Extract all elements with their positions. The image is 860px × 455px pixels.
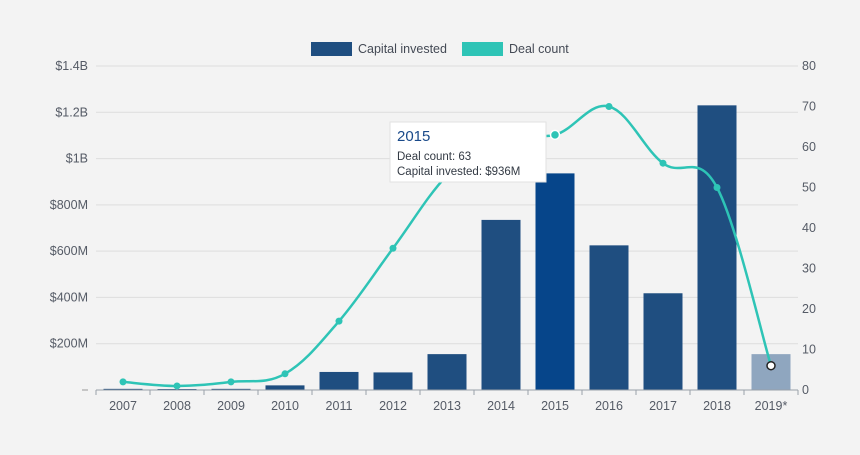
x-axis-tick-label: 2015 — [541, 399, 569, 413]
x-axis-tick-label: 2011 — [326, 399, 353, 413]
bar-2012[interactable] — [373, 372, 413, 390]
bar-2010[interactable] — [265, 385, 305, 390]
x-axis-tick-label: 2019* — [755, 399, 788, 413]
tooltip-line-capital-invested: Capital invested: $936M — [397, 166, 520, 178]
legend-swatch-deal-count — [462, 42, 503, 56]
right-axis: 0 10 20 30 40 50 60 70 80 — [802, 59, 816, 397]
left-axis-tick-label: $200M — [50, 337, 88, 351]
x-axis-tick-label: 2014 — [487, 399, 515, 413]
bar-series — [103, 105, 791, 390]
deal-count-point-2011[interactable] — [335, 317, 343, 325]
deal-count-point-2008[interactable] — [173, 382, 181, 390]
right-axis-tick-label: 70 — [802, 100, 816, 114]
right-axis-tick-label: 30 — [802, 262, 816, 276]
deal-count-point-2015[interactable] — [549, 129, 561, 141]
left-axis-tick-label: $1.2B — [55, 105, 88, 119]
left-axis: $200M $400M $600M $800M $1B $1.2B $1.4B — [50, 59, 88, 391]
left-axis-tick-label: $1.4B — [55, 59, 88, 73]
right-axis-tick-label: 60 — [802, 140, 816, 154]
right-axis-tick-label: 0 — [802, 383, 809, 397]
right-axis-tick-label: 10 — [802, 343, 816, 357]
bar-2013[interactable] — [427, 354, 467, 390]
tooltip-line-deal-count: Deal count: 63 — [397, 151, 471, 163]
grid-lines — [96, 65, 798, 391]
deal-count-point-2010[interactable] — [281, 370, 289, 378]
x-axis-tick-label: 2018 — [703, 399, 731, 413]
deal-count-point-2007[interactable] — [119, 378, 127, 386]
legend-item-capital-invested[interactable]: Capital invested — [311, 42, 447, 56]
x-axis-tick-label: 2010 — [271, 399, 299, 413]
x-axis-tick-label: 2013 — [433, 399, 461, 413]
x-axis-tick-label: 2009 — [217, 399, 245, 413]
legend-swatch-capital-invested — [311, 42, 352, 56]
x-axis-tick-label: 2012 — [379, 399, 407, 413]
left-axis-tick-label: $600M — [50, 244, 88, 258]
bar-2007[interactable] — [103, 388, 143, 390]
legend-item-deal-count[interactable]: Deal count — [462, 42, 569, 56]
x-axis: 2007 2008 2009 2010 2011 2012 2013 2014 2015 2016… — [95, 389, 799, 413]
bar-2017[interactable] — [643, 293, 683, 390]
legend-label-deal-count: Deal count — [509, 42, 569, 56]
deal-count-point-2012[interactable] — [389, 244, 397, 252]
right-axis-tick-label: 80 — [802, 59, 816, 73]
bar-2016[interactable] — [589, 245, 629, 390]
deal-count-point-2018[interactable] — [713, 184, 721, 191]
bar-2011[interactable] — [319, 371, 359, 390]
tooltip-box — [389, 121, 547, 183]
x-axis-tick-label: 2017 — [649, 399, 677, 413]
left-axis-tick-label: $800M — [50, 198, 88, 212]
deal-count-point-2017[interactable] — [659, 159, 667, 167]
legend-label-capital-invested: Capital invested — [358, 42, 447, 56]
left-axis-tick-label: $1B — [66, 152, 88, 166]
legend: Capital invested Deal count — [311, 42, 569, 56]
right-axis-tick-label: 40 — [802, 221, 816, 235]
deal-count-point-2009[interactable] — [227, 378, 235, 386]
x-axis-tick-label: 2016 — [595, 399, 623, 413]
x-axis-tick-label: 2007 — [109, 399, 137, 413]
deal-count-point-2019[interactable] — [766, 360, 776, 371]
x-axis-tick-label: 2008 — [163, 399, 191, 413]
tooltip: 2015 Deal count: 63 Capital invested: $9… — [389, 121, 547, 183]
right-axis-tick-label: 50 — [802, 181, 816, 195]
bar-2009[interactable] — [211, 388, 251, 390]
bar-2019[interactable] — [751, 354, 791, 390]
bar-2018[interactable] — [697, 105, 737, 390]
deal-count-point-2016[interactable] — [605, 103, 613, 110]
right-axis-tick-label: 20 — [802, 302, 816, 316]
bar-2014[interactable] — [481, 219, 521, 390]
tooltip-title: 2015 — [397, 128, 430, 145]
bar-2015[interactable] — [535, 173, 575, 390]
left-axis-tick-label: $400M — [50, 290, 88, 304]
